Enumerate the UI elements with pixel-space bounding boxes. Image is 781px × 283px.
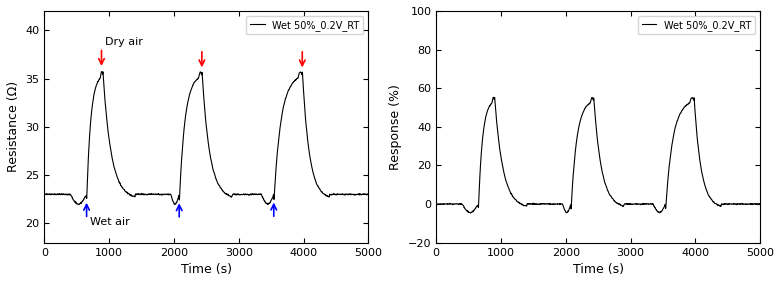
Text: Dry air: Dry air [105,37,143,47]
Legend: Wet 50%_0.2V_RT: Wet 50%_0.2V_RT [638,16,755,35]
Y-axis label: Resistance (Ω): Resistance (Ω) [7,81,20,172]
X-axis label: Time (s): Time (s) [572,263,623,276]
X-axis label: Time (s): Time (s) [181,263,232,276]
Text: Wet air: Wet air [90,217,130,227]
Legend: Wet 50%_0.2V_RT: Wet 50%_0.2V_RT [246,16,363,35]
Y-axis label: Response (%): Response (%) [389,84,402,170]
